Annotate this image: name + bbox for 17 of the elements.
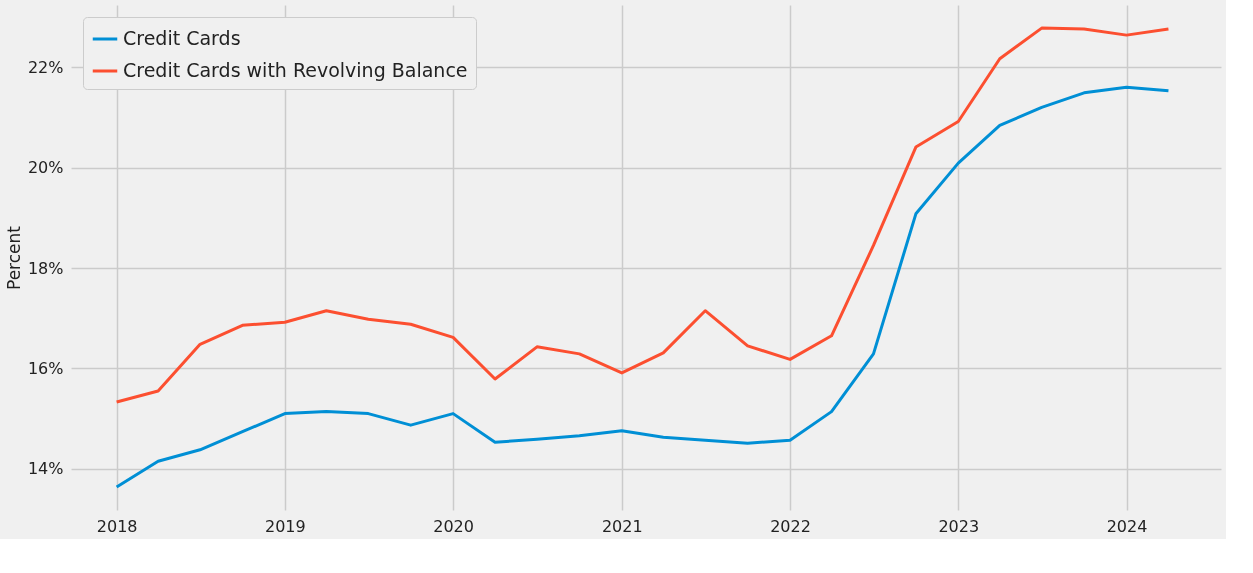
line-series bbox=[115, 26, 1170, 404]
x-tick-label: 2021 bbox=[601, 516, 643, 536]
y-tick-label: 18% bbox=[27, 258, 64, 278]
y-tick-label: 16% bbox=[27, 358, 64, 378]
y-axis-title: Percent bbox=[3, 225, 24, 290]
legend-label: Credit Cards bbox=[123, 27, 241, 49]
x-tick-label: 2023 bbox=[938, 516, 980, 536]
line-series bbox=[115, 85, 1170, 489]
x-tick-label: 2024 bbox=[1106, 516, 1148, 536]
y-tick-label: 22% bbox=[27, 57, 64, 77]
y-tick-label: 14% bbox=[27, 459, 64, 479]
x-tick-label: 2019 bbox=[265, 516, 306, 536]
legend-label: Credit Cards with Revolving Balance bbox=[123, 59, 468, 81]
x-tick-label: 2018 bbox=[96, 516, 138, 536]
y-tick-label: 20% bbox=[27, 158, 64, 178]
x-tick-label: 2022 bbox=[770, 516, 811, 536]
x-tick-label: 2020 bbox=[433, 516, 474, 536]
